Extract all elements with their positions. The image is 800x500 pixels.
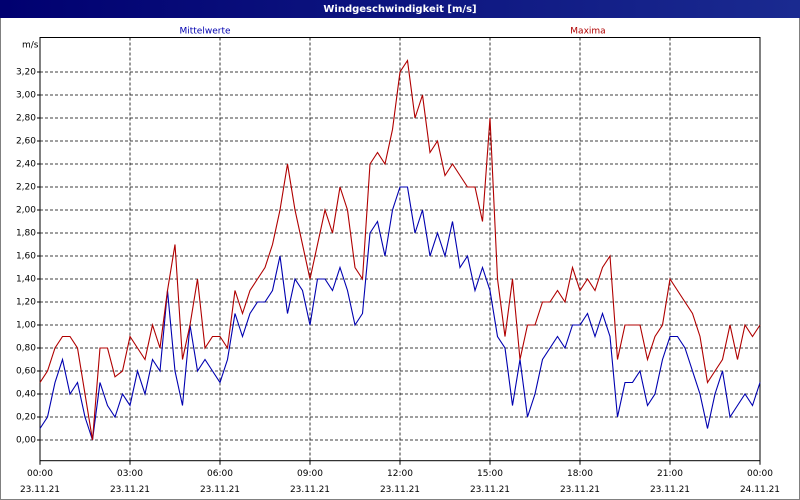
x-tick-date: 23.11.21 xyxy=(560,485,600,495)
y-tick-label: 0,60 xyxy=(16,367,36,377)
y-tick-label: 3,00 xyxy=(16,91,36,101)
y-tick-label: 0,00 xyxy=(16,436,36,446)
x-tick-label: 18:00 xyxy=(567,469,593,479)
x-tick-label: 00:00 xyxy=(747,469,773,479)
y-tick-label: 1,40 xyxy=(16,275,36,285)
legend-label: Maxima xyxy=(570,27,605,37)
chart-title: Windgeschwindigkeit [m/s] xyxy=(323,4,476,15)
y-tick-label: 2,60 xyxy=(16,137,36,147)
series-line xyxy=(39,58,761,441)
x-tick-date: 24.11.21 xyxy=(740,485,780,495)
x-tick-date: 23.11.21 xyxy=(470,485,510,495)
x-tick-label: 03:00 xyxy=(117,469,143,479)
legend-label: Mittelwerte xyxy=(179,27,230,37)
x-tick-date: 23.11.21 xyxy=(200,485,240,495)
y-tick-label: 0,80 xyxy=(16,344,36,354)
y-tick-label: 1,60 xyxy=(16,252,36,262)
y-tick-label: 0,40 xyxy=(16,390,36,400)
y-tick-label: 2,20 xyxy=(16,183,36,193)
series-line xyxy=(39,186,761,441)
title-bar xyxy=(0,0,800,18)
y-tick-label: 2,00 xyxy=(16,206,36,216)
x-tick-label: 12:00 xyxy=(387,469,413,479)
y-tick-label: 2,80 xyxy=(16,114,36,124)
x-tick-date: 23.11.21 xyxy=(290,485,330,495)
x-tick-date: 23.11.21 xyxy=(20,485,60,495)
y-unit: m/s xyxy=(22,41,39,51)
y-tick-label: 1,00 xyxy=(16,321,36,331)
plot-frame xyxy=(39,37,761,462)
x-tick-date: 23.11.21 xyxy=(380,485,420,495)
y-tick-label: 3,20 xyxy=(16,68,36,78)
x-tick-label: 00:00 xyxy=(27,469,53,479)
x-tick-label: 09:00 xyxy=(297,469,323,479)
y-tick-label: 1,20 xyxy=(16,298,36,308)
y-tick-label: 1,80 xyxy=(16,229,36,239)
y-tick-label: 2,40 xyxy=(16,160,36,170)
y-tick-label: 0,20 xyxy=(16,413,36,423)
x-tick-date: 23.11.21 xyxy=(650,485,690,495)
x-tick-label: 21:00 xyxy=(657,469,683,479)
x-tick-date: 23.11.21 xyxy=(110,485,150,495)
x-tick-label: 06:00 xyxy=(207,469,233,479)
x-tick-label: 15:00 xyxy=(477,469,503,479)
